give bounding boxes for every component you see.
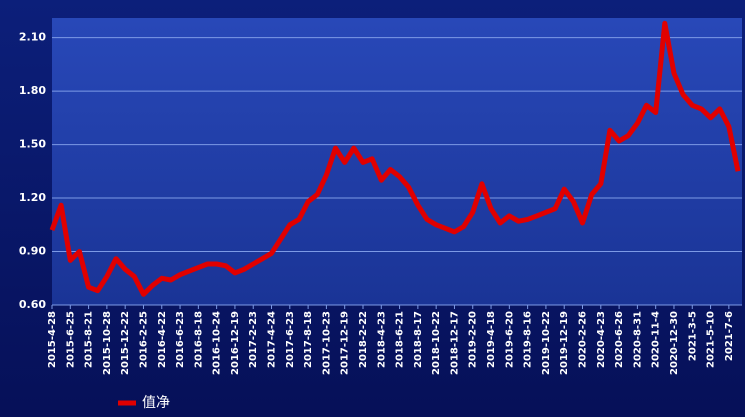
x-tick-label: 2019-6-20 <box>504 311 515 368</box>
x-tick-label: 2015-8-21 <box>84 311 95 368</box>
line <box>49 20 741 297</box>
y-tick-label: 0.90 <box>19 245 46 258</box>
x-tick-label: 2018-6-21 <box>395 311 406 368</box>
x-tick-label: 2018-10-22 <box>431 311 442 375</box>
x-tick-label: 2016-4-22 <box>157 311 168 368</box>
x-tick-label: 2018-8-17 <box>413 311 424 368</box>
x-tick-label: 2015-12-22 <box>120 311 131 375</box>
x-tick-label: 2017-6-23 <box>285 311 296 368</box>
x-tick-label: 2015-6-25 <box>65 311 76 368</box>
x-tick-label: 2020-2-26 <box>578 311 589 368</box>
x-tick-label: 2021-3-5 <box>687 311 698 361</box>
y-tick-label: 0.60 <box>19 298 46 311</box>
plot-area <box>52 18 742 305</box>
y-tick-label: 1.50 <box>19 138 46 151</box>
x-tick-label: 2019-4-18 <box>486 311 497 368</box>
x-tick-label: 2018-2-22 <box>358 311 369 368</box>
x-tick-label: 2017-2-23 <box>248 311 259 368</box>
x-tick-label: 2017-10-23 <box>321 311 332 375</box>
x-tick-label: 2016-8-18 <box>193 311 204 368</box>
x-tick-label: 2016-12-19 <box>230 311 241 375</box>
legend-label: 值净 <box>142 395 170 411</box>
x-tick-label: 2021-5-10 <box>706 311 717 368</box>
x-tick-label: 2020-11-4 <box>651 311 662 368</box>
x-tick-label: 2019-10-22 <box>541 311 552 375</box>
x-tick-label: 2017-4-24 <box>267 311 278 368</box>
x-tick-label: 2019-12-19 <box>559 311 570 375</box>
x-tick-label: 2017-12-19 <box>340 311 351 375</box>
x-tick-label: 2019-2-20 <box>468 311 479 368</box>
x-tick-label: 2021-7-6 <box>724 311 735 361</box>
y-tick-label: 1.80 <box>19 84 46 97</box>
x-tick-label: 2020-12-30 <box>669 311 680 375</box>
y-tick-label: 1.20 <box>19 191 46 204</box>
x-tick-label: 2018-4-23 <box>376 311 387 368</box>
x-tick-label: 2018-12-17 <box>449 311 460 375</box>
x-tick-label: 2020-4-23 <box>596 311 607 368</box>
x-tick-label: 2020-8-31 <box>632 311 643 368</box>
x-tick-label: 2019-8-16 <box>523 311 534 368</box>
x-tick-label: 2020-6-26 <box>614 311 625 368</box>
y-tick-label: 2.10 <box>19 31 46 44</box>
x-tick-label: 2017-8-18 <box>303 311 314 368</box>
x-tick-label: 2015-4-28 <box>47 311 58 368</box>
x-tick-label: 2016-2-25 <box>138 311 149 368</box>
x-tick-label: 2015-10-28 <box>102 311 113 375</box>
x-tick-label: 2016-10-24 <box>212 311 223 375</box>
x-tick-label: 2016-6-23 <box>175 311 186 368</box>
